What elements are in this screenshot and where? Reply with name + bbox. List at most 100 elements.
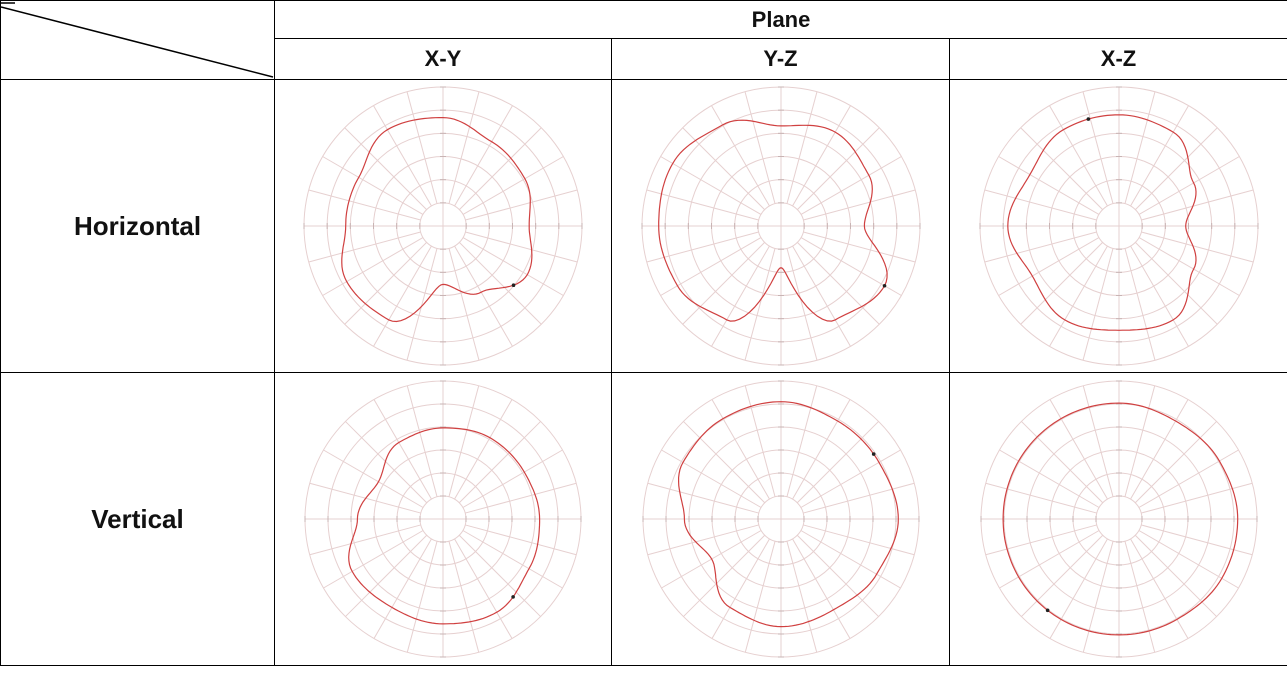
column-header-xy: X-Y [274,38,612,80]
polar-plot-horizontal-xy [303,86,583,366]
polar-spoke [406,248,438,361]
polar-spoke [791,245,851,347]
polar-spoke [785,541,817,653]
polar-spoke [308,231,421,263]
polar-spoke [1123,385,1155,497]
polar-spoke [1129,538,1188,639]
polar-spoke [997,156,1099,215]
polar-spoke [448,91,480,204]
polar-spoke [462,156,564,215]
polar-spoke [711,399,770,500]
polar-spoke [985,524,1097,556]
polar-spoke [465,231,578,263]
polar-spoke [322,156,424,215]
plot-cell-vertical-xy [274,372,612,666]
plot-cell-horizontal-yz [611,79,950,373]
polar-spoke [454,538,513,639]
pattern-trace [1002,402,1238,636]
polar-spoke [800,530,901,589]
polar-spoke [1082,385,1114,497]
polar-spoke [1129,105,1189,207]
polar-spoke [791,399,850,500]
polar-spoke [1140,482,1252,514]
polar-spoke [1138,156,1240,215]
polar-spoke [462,237,564,296]
polar-spoke [1129,245,1189,347]
row-label-vertical: Vertical [0,372,275,666]
polar-spoke [1140,189,1253,221]
polar-spoke [459,127,542,210]
pattern-trace [341,117,533,323]
pattern-trace [677,401,899,628]
polar-spoke [323,449,424,508]
polar-spoke [1123,541,1155,653]
polar-spoke [984,231,1097,263]
plot-cell-vertical-xz [948,372,1287,666]
row-label-horizontal: Horizontal [0,79,275,373]
polar-spoke [373,538,432,639]
polar-spoke [647,482,759,514]
polar-spoke [802,189,915,221]
trace-marker [1086,117,1090,121]
plane-header: Plane [273,0,1287,40]
polar-spoke [681,127,765,210]
polar-spoke [1049,538,1108,639]
pattern-trace [657,119,888,322]
polar-spoke [454,399,513,500]
polar-spoke [1140,231,1253,263]
polar-spoke [406,91,438,204]
trace-marker [882,283,886,288]
polar-plot-vertical-xz [980,380,1258,658]
polar-spoke [1138,449,1239,508]
polar-spoke [448,541,480,653]
polar-spoke [1134,421,1217,504]
polar-spoke [791,105,851,207]
polar-spoke [1124,248,1155,361]
polar-spoke [459,242,542,325]
polar-spoke [1138,237,1240,296]
polar-spoke [660,449,761,508]
polar-spoke [406,541,438,653]
polar-spoke [454,245,513,347]
polar-plot-vertical-xy [304,380,582,658]
polar-spoke [682,421,765,504]
polar-spoke [465,524,577,556]
polar-spoke [345,534,428,617]
polar-spoke [373,399,432,500]
polar-spoke [1049,399,1108,500]
polar-spoke [802,524,914,556]
plot-cell-horizontal-xy [274,79,612,373]
pattern-trace [1006,114,1197,331]
plot-cell-vertical-yz [611,372,950,666]
polar-spoke [458,421,541,504]
polar-spoke [406,385,438,497]
polar-spoke [796,242,880,325]
polar-spoke [323,530,424,589]
polar-spoke [1124,91,1155,204]
polar-spoke [1134,242,1218,325]
polar-spoke [1019,242,1103,325]
polar-spoke [1134,127,1218,210]
trace-marker [511,595,515,599]
polar-spoke [800,156,902,215]
polar-spoke [796,421,879,504]
polar-spoke [984,189,1097,221]
polar-spoke [997,237,1099,296]
trace-marker [1045,608,1049,613]
polar-plot-vertical-yz [642,380,919,658]
polar-spoke [322,237,424,296]
pattern-trace [348,427,541,625]
polar-spoke [985,482,1097,514]
polar-spoke [785,385,817,497]
column-header-xz: X-Z [948,38,1287,80]
polar-spoke [646,231,759,263]
polar-spoke [744,385,776,497]
polar-spoke [448,385,480,497]
polar-spoke [744,248,775,361]
polar-spoke [998,530,1099,589]
trace-marker [871,452,875,456]
column-header-yz: Y-Z [611,38,950,80]
polar-spoke [309,524,421,556]
